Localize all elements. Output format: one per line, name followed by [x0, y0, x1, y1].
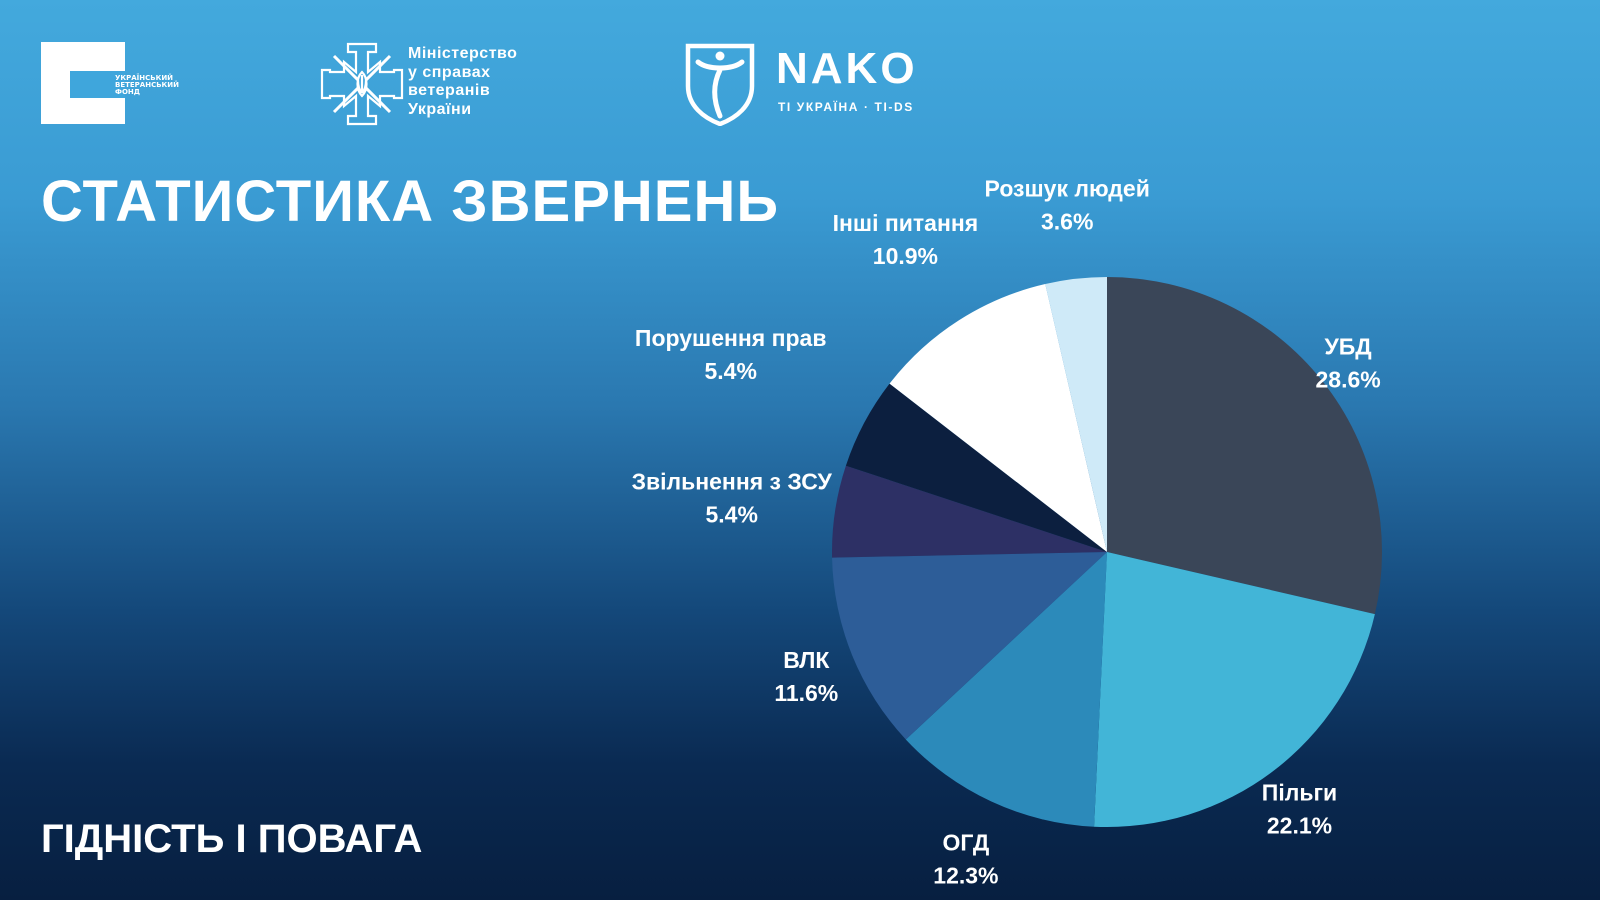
- ministry-emblem-icon: [320, 42, 404, 126]
- pie-label-6: Порушення прав: [635, 325, 827, 351]
- veteran-fund-logo-notch: [70, 71, 125, 98]
- nako-subtitle: TI УКРАЇНА · TI-DS: [778, 100, 914, 114]
- pie-label-3: ОГД: [943, 829, 990, 855]
- ministry-line-2: у справах: [408, 63, 491, 81]
- pie-value-label-3: 12.3%: [933, 862, 998, 888]
- ministry-line-1: Міністерство: [408, 45, 518, 62]
- pie-value-label-6: 5.4%: [704, 358, 756, 384]
- veteran-fund-logo: Український ветеранський фонд: [41, 42, 179, 124]
- pie-value-label-1: 28.6%: [1315, 366, 1380, 392]
- pie-slice-8: [1045, 277, 1107, 552]
- tagline: ГІДНІСТЬ І ПОВАГА: [41, 817, 423, 861]
- pie-slice-5: [832, 465, 1107, 558]
- pie-value-label-7: 10.9%: [873, 243, 938, 269]
- pie-label-1: УБД: [1324, 333, 1371, 359]
- pie-slice-3: [905, 552, 1107, 827]
- pie-labels: УБД 28.6% Пільги 22.1% ОГД 12.3% ВЛК 11.6% Звіль…: [632, 175, 1381, 888]
- ministry-line-3: ветеранів: [408, 82, 491, 99]
- veteran-fund-logo-text: Український ветеранський фонд: [115, 74, 179, 96]
- ministry-line-4: України: [408, 100, 472, 118]
- pie-slices: [832, 277, 1382, 827]
- pie-value-label-8: 3.6%: [1041, 208, 1093, 234]
- page-title: СТАТИСТИКА ЗВЕРНЕНЬ: [41, 169, 780, 234]
- pie-slice-2: [1094, 552, 1375, 827]
- pie-slice-1: [1107, 277, 1382, 615]
- pie-slice-6: [845, 383, 1107, 552]
- pie-value-label-2: 22.1%: [1267, 812, 1332, 838]
- pie-slice-4: [832, 552, 1107, 740]
- pie-value-label-5: 5.4%: [705, 502, 757, 528]
- pie-label-5: Звільнення з ЗСУ: [632, 469, 833, 495]
- pie-label-2: Пільги: [1262, 779, 1337, 805]
- nako-name: NAKO: [776, 44, 918, 93]
- pie-label-7: Інші питання: [833, 210, 979, 236]
- pie-value-label-4: 11.6%: [774, 680, 838, 706]
- pie-label-4: ВЛК: [783, 647, 830, 673]
- pie-label-8: Розшук людей: [985, 175, 1150, 201]
- pie-slice-7: [889, 284, 1107, 552]
- ministry-name: Міністерство у справах ветеранів України: [408, 45, 568, 119]
- nako-shield-icon: [685, 43, 755, 126]
